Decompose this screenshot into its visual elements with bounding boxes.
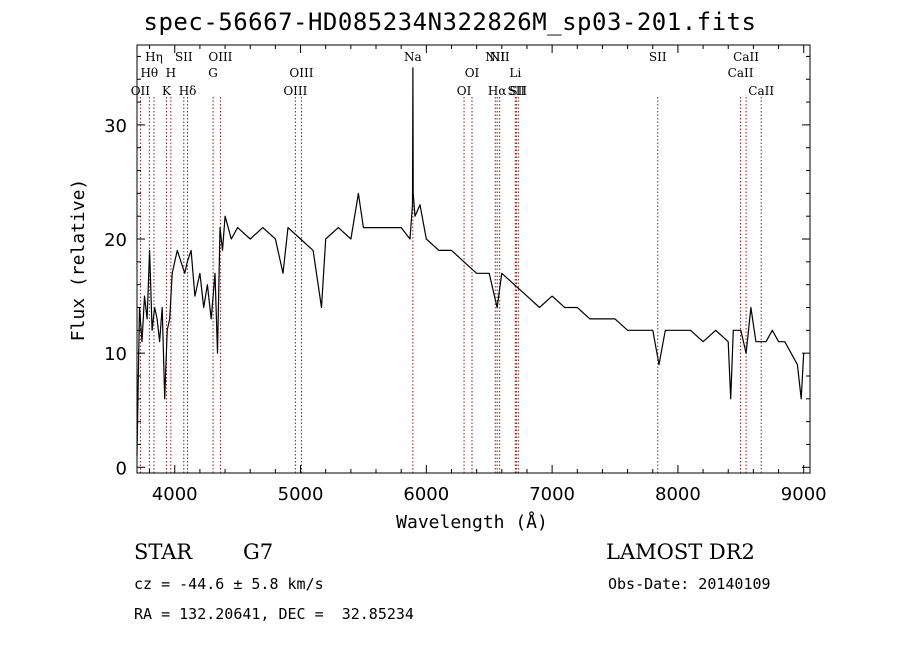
line-marker-label: OIII	[283, 84, 307, 98]
line-marker-label: G	[208, 66, 218, 80]
obs-date: Obs-Date: 20140109	[608, 575, 771, 593]
line-marker-label: OIII	[289, 66, 313, 80]
x-tick-label: 7000	[529, 484, 575, 505]
coordinates: RA = 132.20641, DEC = 32.85234	[134, 605, 414, 623]
line-marker-label: OII	[131, 84, 151, 98]
x-tick-label: 8000	[655, 484, 701, 505]
x-tick-label: 5000	[278, 484, 324, 505]
line-marker-label: OI	[465, 66, 480, 80]
line-marker-label: OI	[457, 84, 472, 98]
line-marker-label: SII	[175, 50, 193, 64]
line-marker-label: Li	[509, 66, 521, 80]
x-tick-label: 6000	[403, 484, 449, 505]
line-marker-label: Hδ	[179, 84, 197, 98]
y-tick-label: 0	[116, 458, 127, 479]
line-marker-label: CaII	[748, 84, 774, 98]
spectrum-series	[136, 67, 805, 456]
line-marker-label: H	[166, 66, 176, 80]
line-marker-label: OIII	[208, 50, 232, 64]
line-marker-label: Hα	[488, 84, 507, 98]
object-class: STAR	[134, 540, 193, 564]
line-marker-label: CaII	[733, 50, 759, 64]
line-markers: OII Hθ Hη KH SII Hδ G OIII OIII OIII Na OI OI NII Hα NI…	[131, 50, 774, 473]
line-marker-label: SII	[509, 84, 527, 98]
x-tick-label: 4000	[152, 484, 198, 505]
line-marker-label: NII	[485, 50, 505, 64]
line-marker-label: Hθ	[140, 66, 158, 80]
x-axis-label: Wavelength (Å)	[396, 511, 548, 533]
y-tick-label: 20	[104, 230, 127, 251]
survey-name: LAMOST DR2	[606, 540, 755, 564]
y-axis-label: Flux (relative)	[68, 179, 89, 342]
spectrum-line	[136, 67, 805, 456]
redshift-text: cz = -44.6 ± 5.8 km/s	[134, 575, 324, 593]
axes: 4000 5000 6000 7000 8000 9000 0 10 20 30	[104, 44, 827, 505]
line-marker-label: Na	[404, 50, 422, 64]
object-subclass: G7	[243, 540, 274, 564]
x-tick-label: 9000	[781, 484, 827, 505]
line-marker-label: Hη	[145, 50, 163, 64]
y-tick-label: 30	[104, 116, 127, 137]
line-marker-label: SII	[649, 50, 667, 64]
y-tick-label: 10	[104, 344, 127, 365]
line-marker-label: NII	[490, 50, 510, 64]
line-marker-label: SII	[508, 84, 526, 98]
line-marker-label: K	[162, 84, 172, 98]
line-marker-label: CaII	[728, 66, 754, 80]
chart-title: spec-56667-HD085234N322826M_sp03-201.fit…	[143, 8, 757, 36]
plot-frame	[136, 44, 811, 474]
